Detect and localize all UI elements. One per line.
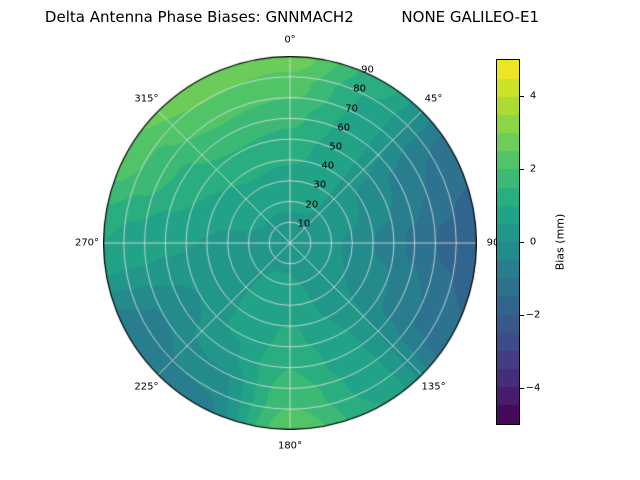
- angular-tick-label-270: 270°: [74, 237, 100, 249]
- polar-contour-canvas: [103, 56, 477, 430]
- angular-tick-label-45: 45°: [424, 93, 443, 105]
- radial-tick-label-40: 40: [321, 160, 335, 172]
- colorbar-tick-mark: [520, 169, 524, 171]
- colorbar-tick-mark: [520, 387, 524, 389]
- colorbar-tick-label: 2: [529, 163, 537, 175]
- chart-title: Delta Antenna Phase Biases: GNNMACH2 NON…: [44, 8, 540, 26]
- angular-tick-label-0: 0°: [284, 34, 296, 46]
- radial-tick-label-50: 50: [329, 141, 343, 153]
- colorbar-tick-mark: [520, 242, 524, 243]
- radial-tick-label-90: 90: [361, 64, 374, 76]
- colorbar-axis-label: Bias (mm): [553, 213, 567, 271]
- radial-tick-label-30: 30: [313, 179, 327, 191]
- colorbar-tick-label: 4: [529, 90, 537, 102]
- radial-tick-label-60: 60: [337, 122, 351, 134]
- radial-tick-label-70: 70: [345, 103, 359, 115]
- angular-tick-label-135: 135°: [421, 381, 446, 393]
- radial-tick-label-20: 20: [305, 199, 319, 211]
- angular-tick-label-90: 90: [486, 237, 500, 249]
- colorbar-tick-label: −2: [525, 309, 541, 321]
- colorbar-tick-label: −4: [525, 382, 541, 394]
- colorbar-tick-mark: [520, 314, 524, 316]
- angular-tick-label-315: 315°: [134, 93, 159, 105]
- angular-tick-label-225: 225°: [134, 381, 159, 393]
- radial-tick-label-10: 10: [297, 218, 311, 230]
- colorbar: [496, 59, 520, 425]
- radial-tick-label-80: 80: [353, 83, 366, 95]
- colorbar-tick-label: 0: [529, 236, 537, 248]
- colorbar-tick-mark: [520, 96, 524, 98]
- angular-tick-label-180: 180°: [277, 440, 303, 452]
